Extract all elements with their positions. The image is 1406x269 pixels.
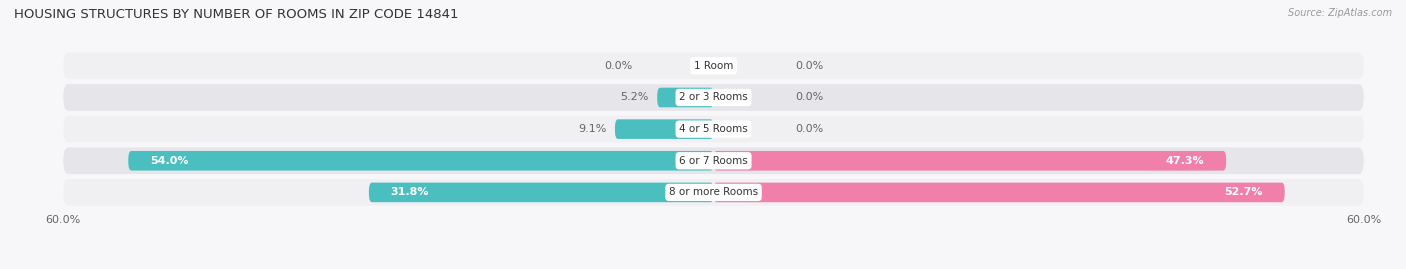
- FancyBboxPatch shape: [63, 179, 1364, 206]
- Text: 9.1%: 9.1%: [578, 124, 606, 134]
- FancyBboxPatch shape: [63, 84, 1364, 111]
- Text: 0.0%: 0.0%: [794, 124, 823, 134]
- FancyBboxPatch shape: [713, 183, 1285, 202]
- FancyBboxPatch shape: [63, 116, 1364, 142]
- Text: 6 or 7 Rooms: 6 or 7 Rooms: [679, 156, 748, 166]
- Text: 47.3%: 47.3%: [1166, 156, 1205, 166]
- FancyBboxPatch shape: [63, 52, 1364, 79]
- Text: Source: ZipAtlas.com: Source: ZipAtlas.com: [1288, 8, 1392, 18]
- Text: 5.2%: 5.2%: [620, 93, 648, 102]
- Text: 1 Room: 1 Room: [693, 61, 734, 71]
- Text: 0.0%: 0.0%: [794, 93, 823, 102]
- Text: 52.7%: 52.7%: [1225, 187, 1263, 197]
- FancyBboxPatch shape: [614, 119, 713, 139]
- FancyBboxPatch shape: [128, 151, 713, 171]
- FancyBboxPatch shape: [368, 183, 713, 202]
- Text: 0.0%: 0.0%: [794, 61, 823, 71]
- Text: 54.0%: 54.0%: [150, 156, 188, 166]
- Text: 2 or 3 Rooms: 2 or 3 Rooms: [679, 93, 748, 102]
- FancyBboxPatch shape: [63, 147, 1364, 174]
- FancyBboxPatch shape: [657, 88, 713, 107]
- FancyBboxPatch shape: [713, 151, 1226, 171]
- Text: 31.8%: 31.8%: [391, 187, 429, 197]
- Text: 4 or 5 Rooms: 4 or 5 Rooms: [679, 124, 748, 134]
- Text: HOUSING STRUCTURES BY NUMBER OF ROOMS IN ZIP CODE 14841: HOUSING STRUCTURES BY NUMBER OF ROOMS IN…: [14, 8, 458, 21]
- Text: 0.0%: 0.0%: [605, 61, 633, 71]
- Text: 8 or more Rooms: 8 or more Rooms: [669, 187, 758, 197]
